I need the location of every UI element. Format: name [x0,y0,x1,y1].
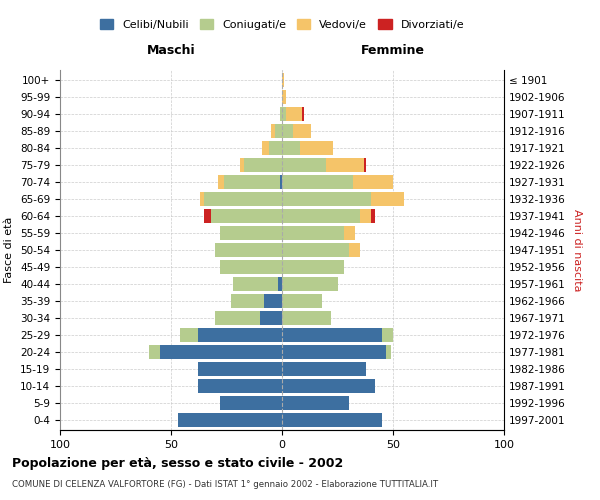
Text: Femmine: Femmine [361,44,425,58]
Bar [215,311,260,325]
Bar [282,73,284,87]
Bar [282,362,367,376]
Bar [262,141,269,155]
Bar [282,345,386,359]
Bar [200,192,204,206]
Bar [371,209,375,223]
Bar [275,124,282,138]
Bar [220,260,282,274]
Bar [260,311,282,325]
Bar [293,124,311,138]
Bar [282,277,337,291]
Bar [280,107,282,121]
Bar [300,141,333,155]
Bar [326,158,364,172]
Bar [282,124,293,138]
Bar [197,379,282,393]
Bar [218,175,224,189]
Bar [302,107,304,121]
Bar [233,277,278,291]
Legend: Celibi/Nubili, Coniugati/e, Vedovi/e, Divorziati/e: Celibi/Nubili, Coniugati/e, Vedovi/e, Di… [95,14,469,34]
Text: COMUNE DI CELENZA VALFORTORE (FG) - Dati ISTAT 1° gennaio 2002 - Elaborazione TU: COMUNE DI CELENZA VALFORTORE (FG) - Dati… [12,480,438,489]
Bar [286,107,302,121]
Bar [178,413,282,427]
Bar [382,328,393,342]
Bar [282,243,349,257]
Bar [353,175,393,189]
Bar [269,141,282,155]
Bar [282,328,382,342]
Bar [344,226,355,240]
Bar [224,175,280,189]
Bar [204,192,282,206]
Bar [220,396,282,410]
Text: Popolazione per età, sesso e stato civile - 2002: Popolazione per età, sesso e stato civil… [12,458,343,470]
Bar [371,192,404,206]
Bar [282,260,344,274]
Y-axis label: Anni di nascita: Anni di nascita [572,209,582,291]
Bar [349,243,360,257]
Bar [282,413,382,427]
Bar [197,328,282,342]
Bar [282,175,353,189]
Bar [282,90,286,104]
Bar [282,311,331,325]
Bar [282,141,300,155]
Bar [231,294,264,308]
Y-axis label: Fasce di età: Fasce di età [4,217,14,283]
Bar [197,362,282,376]
Bar [282,209,360,223]
Bar [264,294,282,308]
Bar [280,175,282,189]
Bar [204,209,211,223]
Bar [180,328,197,342]
Bar [364,158,367,172]
Bar [215,243,282,257]
Bar [360,209,371,223]
Bar [160,345,282,359]
Bar [282,379,375,393]
Bar [282,396,349,410]
Bar [282,192,371,206]
Bar [149,345,160,359]
Bar [211,209,282,223]
Bar [282,226,344,240]
Bar [220,226,282,240]
Bar [282,294,322,308]
Bar [386,345,391,359]
Text: Maschi: Maschi [146,44,196,58]
Bar [278,277,282,291]
Bar [282,158,326,172]
Bar [240,158,244,172]
Bar [244,158,282,172]
Bar [282,107,286,121]
Bar [271,124,275,138]
